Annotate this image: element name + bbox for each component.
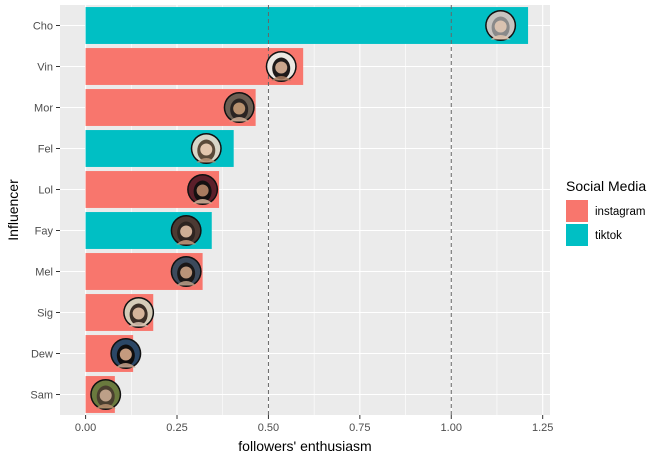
avatar-shoulders [176,240,197,245]
y-axis: Cho Vin Mor Fel Lol Fay Mel Sig Dew Sam [30,21,60,402]
avatar-fel [190,133,222,164]
avatar-dew [110,338,142,369]
legend-key-tiktok [566,224,588,246]
x-tick-label: 1.00 [441,422,462,434]
legend-label-instagram: instagram [595,206,646,218]
x-tick-label: 1.25 [532,422,553,434]
avatar-shoulders [128,322,149,327]
y-tick-label-dew: Dew [31,349,53,361]
reference-lines [267,5,452,415]
y-tick-label-mor: Mor [34,103,53,115]
y-tick-label-mel: Mel [35,267,53,279]
avatar-face [233,102,246,115]
x-tick-label: 0.50 [258,422,279,434]
bar-cho [85,7,529,44]
avatar-face [275,61,288,74]
y-tick-label-lol: Lol [38,185,53,197]
x-tick-label: 0.75 [349,422,370,434]
avatars [90,10,517,410]
avatar-face [196,184,209,197]
y-tick-label-sam: Sam [30,390,53,402]
avatar-shoulders [229,117,250,122]
avatar-shoulders [271,76,292,81]
x-tick-label: 0.25 [166,422,187,434]
avatar-vin [265,51,297,82]
x-axis: 0.00 0.25 0.50 0.75 1.00 1.25 [75,415,553,434]
legend-key-instagram [566,200,588,222]
legend-title: Social Media [566,178,646,194]
y-tick-label-cho: Cho [33,21,53,33]
y-axis-title: Influencer [5,179,21,241]
avatar-cho [485,10,517,41]
avatar-face [119,348,132,361]
avatar-face [180,225,193,238]
avatar-mel [170,256,202,287]
avatar-shoulders [196,158,217,163]
avatar-lol [187,174,219,205]
avatar-shoulders [115,363,136,368]
avatar-face [99,389,112,402]
y-tick-label-fay: Fay [35,226,54,238]
avatar-shoulders [95,404,116,409]
x-axis-title: followers' enthusiasm [238,438,371,454]
legend-label-tiktok: tiktok [595,230,622,242]
legend: Social Media instagram tiktok [566,178,646,246]
avatar-shoulders [176,281,197,286]
y-tick-label-fel: Fel [38,144,53,156]
y-tick-label-sig: Sig [37,308,53,320]
avatar-shoulders [192,199,213,204]
x-tick-label: 0.00 [75,422,96,434]
avatar-face [200,143,213,156]
y-tick-label-vin: Vin [37,62,53,74]
avatar-face [494,20,507,33]
avatar-mor [223,92,255,123]
avatar-face [132,307,145,320]
avatar-fay [170,215,202,246]
avatar-sam [90,379,122,410]
avatar-shoulders [490,35,511,40]
avatar-sig [123,297,155,328]
avatar-face [180,266,193,279]
